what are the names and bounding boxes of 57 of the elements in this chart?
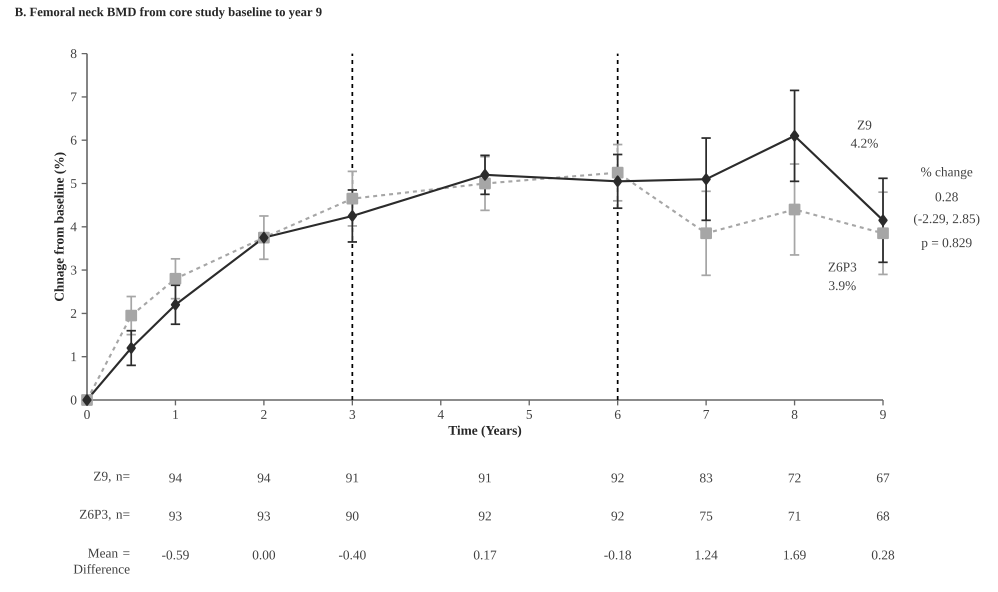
text: Mean = Difference (74, 548, 130, 574)
x-tick-label: 3 (350, 410, 356, 419)
text: 93 (258, 512, 270, 521)
x-tick-label: 6 (614, 410, 621, 419)
y-tick-label: 4 (70, 222, 77, 232)
text: 0.00 (252, 550, 276, 560)
x-tick-label: 2 (261, 410, 266, 419)
text: 1.69 (784, 550, 806, 560)
annotation: Z6P3 (828, 262, 856, 272)
y-tick-label: 6 (70, 136, 77, 145)
text: (-2.29, 2.85) (914, 214, 980, 226)
text: p = 0.829 (921, 238, 972, 250)
text: -0.59 (162, 550, 189, 560)
y-tick-label: 7 (71, 92, 77, 102)
text: 1.24 (696, 550, 718, 560)
text: 92 (478, 512, 491, 521)
y-tick-label: 1 (71, 352, 76, 362)
x-axis-title: Time (Years) (448, 426, 522, 438)
text: % change (921, 167, 972, 180)
text: 94 (258, 473, 270, 482)
text: 68 (876, 512, 890, 521)
text: 90 (346, 512, 359, 521)
y-tick-label: 5 (71, 179, 76, 188)
text: 83 (700, 473, 712, 482)
text: 75 (700, 512, 712, 520)
annotation: 4.2% (850, 138, 878, 148)
text: -0.40 (338, 550, 366, 560)
x-tick-label: 7 (704, 410, 710, 419)
text: Z9, n= (94, 472, 130, 483)
x-tick-label: 0 (84, 410, 90, 420)
y-tick-label: 8 (70, 49, 76, 58)
text: 94 (169, 473, 182, 482)
annotation: Z9 (858, 120, 872, 130)
annotation: 3.9% (829, 281, 856, 290)
text: 0.17 (474, 550, 496, 560)
text: Z6P3, n= (80, 510, 130, 521)
y-tick-label: 2 (70, 308, 76, 318)
x-tick-label: 8 (792, 410, 798, 420)
text: 92 (611, 473, 624, 482)
x-tick-label: 4 (438, 410, 444, 419)
x-tick-label: 5 (526, 410, 532, 419)
y-axis-title: Chnage from baseline (%) (54, 152, 66, 302)
x-tick-label: 1 (173, 410, 178, 419)
text: 91 (478, 473, 491, 482)
x-tick-label: 9 (880, 410, 886, 419)
text: 93 (169, 512, 182, 521)
y-tick-label: 3 (70, 266, 76, 275)
text: 71 (788, 512, 800, 520)
text: 91 (346, 473, 358, 482)
text: 72 (788, 474, 801, 482)
text: 0.28 (872, 550, 894, 560)
text: 92 (611, 512, 624, 521)
chart-title: B. Femoral neck BMD from core study baseline to year 9 (14, 7, 322, 19)
text: 0.28 (936, 192, 958, 202)
text: 67 (876, 473, 890, 482)
text: -0.18 (604, 550, 632, 560)
y-tick-label: 0 (70, 396, 76, 404)
